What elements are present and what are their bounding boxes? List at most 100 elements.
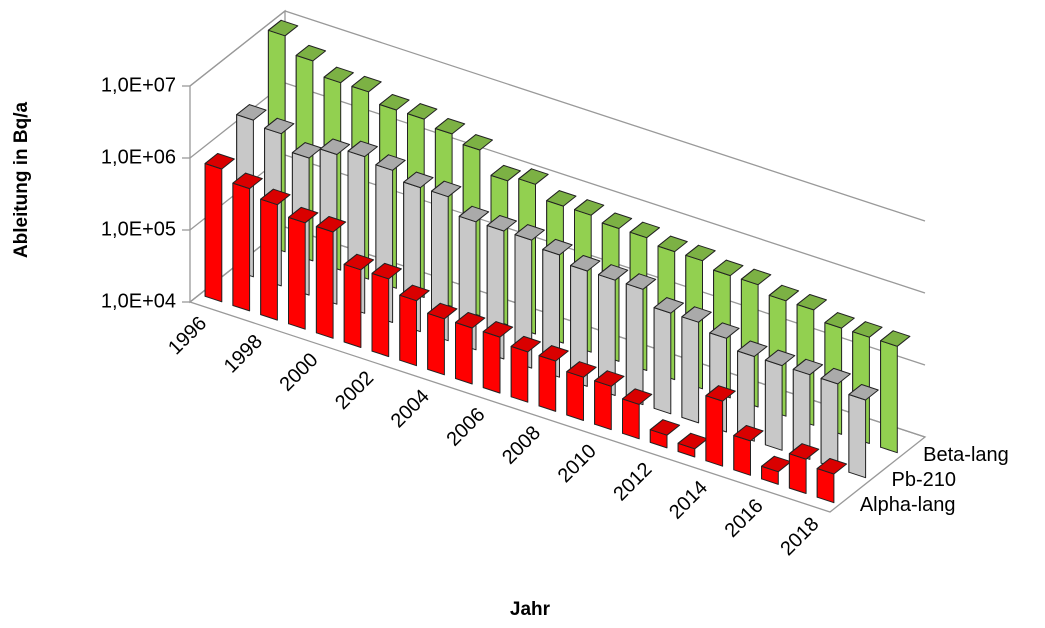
bar-top [566, 361, 597, 378]
bar-top [403, 171, 434, 189]
bar-top [820, 367, 851, 385]
bar-top [824, 312, 855, 329]
bar-top [486, 215, 517, 232]
bar-top [709, 322, 740, 339]
x-tick-label: 2006 [442, 404, 489, 451]
bar-top [371, 262, 402, 280]
bar-top [546, 190, 577, 207]
bar-top [622, 388, 653, 405]
bar-top [653, 297, 684, 314]
bar-top [625, 273, 657, 290]
bar-top [574, 199, 605, 216]
bar-top [407, 103, 438, 120]
bar-top [260, 188, 291, 206]
bar-front [455, 322, 473, 385]
bar-top [319, 138, 351, 155]
bar-front [510, 345, 529, 403]
x-tick-label: 2002 [331, 367, 378, 414]
bar-front [880, 340, 898, 454]
bar-top [601, 212, 633, 229]
bar-front [788, 453, 807, 494]
bar-top [681, 306, 712, 323]
bar-top [427, 302, 458, 320]
grid-line [189, 10, 926, 222]
bar-front [371, 272, 390, 358]
bar-front [260, 198, 278, 321]
bar-top [267, 19, 299, 37]
bar-top [788, 443, 820, 460]
bar-top [792, 358, 824, 376]
x-tick-label: 2012 [609, 458, 656, 505]
bar-top [232, 172, 263, 190]
bar-top [236, 104, 267, 121]
bar-top [315, 216, 347, 233]
bar-top [514, 224, 545, 241]
bar-top [594, 370, 625, 387]
bar-top [351, 75, 382, 93]
bar-front [681, 316, 700, 424]
bar-front [705, 395, 724, 467]
bar-front [566, 371, 584, 421]
bar-top [538, 345, 569, 362]
bar-top [848, 384, 879, 401]
bar-front [399, 294, 417, 367]
bar-front [343, 263, 362, 348]
x-tick-label: 2008 [498, 422, 545, 469]
bar-top [323, 66, 354, 84]
bar-top [264, 117, 295, 135]
bar-top [482, 321, 514, 338]
bar-front [288, 216, 306, 330]
bar-front [733, 435, 751, 476]
bar-top [796, 294, 827, 311]
bar-front [232, 182, 251, 312]
bar-top [379, 94, 410, 111]
x-tick-label: 1998 [220, 331, 267, 378]
bar-top [816, 458, 848, 475]
bar-front [764, 359, 783, 451]
bar-top [852, 321, 883, 338]
bar-top [458, 205, 490, 223]
x-tick-label: 2018 [776, 513, 823, 560]
bar-front [625, 283, 644, 406]
bar-front [427, 312, 445, 376]
bar-top [518, 168, 549, 185]
bar-top [713, 259, 744, 277]
bar-top [629, 221, 660, 239]
bar-top [740, 268, 772, 286]
series-label: Alpha-lang [860, 494, 956, 516]
bar-top [880, 330, 911, 347]
bar-front [538, 355, 557, 412]
bar-top [295, 44, 327, 62]
bar-front [848, 394, 867, 479]
bar-top [764, 349, 796, 367]
bar-front [653, 307, 672, 415]
bar-top [343, 253, 375, 271]
bar-top [434, 118, 466, 135]
x-tick-label: 2000 [275, 349, 322, 396]
bar-top [288, 206, 319, 224]
x-tick-label: 2010 [554, 440, 601, 487]
series-label: Pb-210 [892, 469, 957, 491]
bar-top [705, 385, 736, 402]
bar-top [490, 164, 521, 182]
series-label: Beta-lang [923, 444, 1009, 466]
bar-top [570, 255, 601, 272]
y-axis-title: Ableitung in Bq/a [11, 101, 32, 258]
bar-front [315, 226, 334, 339]
bar-top [733, 425, 764, 442]
x-tick-label: 2004 [387, 385, 434, 432]
bar-front [820, 377, 839, 469]
bar-top [462, 134, 493, 151]
bar-top [399, 284, 430, 302]
y-tick-label: 1,0E+07 [101, 74, 176, 96]
bar-front [204, 163, 223, 303]
bar-top [737, 340, 768, 357]
bar-top [685, 244, 716, 262]
bar-top [347, 140, 378, 158]
bar-top [768, 284, 800, 302]
bar-top [375, 154, 406, 171]
y-tick-label: 1,0E+06 [101, 146, 176, 168]
bar-front [622, 398, 640, 440]
x-tick-label: 2014 [665, 477, 712, 524]
